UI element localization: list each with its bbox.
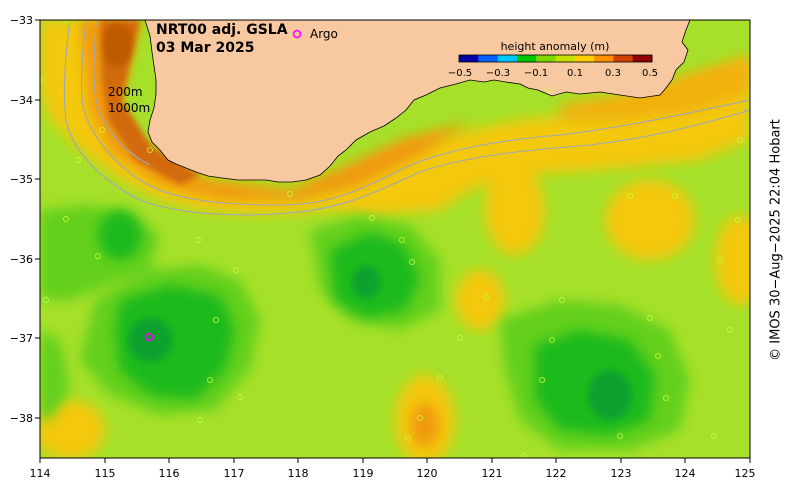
x-tick-label: 124 xyxy=(675,467,696,480)
x-axis-labels: 114 115 116 117 118 119 120 121 122 123 … xyxy=(30,467,756,480)
colorbar-cell xyxy=(555,55,576,62)
x-tick-label: 117 xyxy=(224,467,245,480)
copyright-credit: © IMOS 30−Aug−2025 22:04 Hobart xyxy=(762,20,790,460)
y-tick-label: −35 xyxy=(10,173,33,186)
lowest-anomaly-regions xyxy=(128,266,632,420)
positive-anomaly-regions xyxy=(40,20,750,458)
colorbar-cell xyxy=(536,55,556,62)
x-tick-label: 116 xyxy=(159,467,180,480)
colorbar-tick-label: 0.1 xyxy=(567,68,583,79)
axis-tick-marks xyxy=(35,19,751,463)
colorbar-cell xyxy=(459,55,479,62)
y-tick-label: −37 xyxy=(10,332,33,345)
observation-markers xyxy=(40,20,743,458)
colorbar-tick-label: −0.5 xyxy=(448,68,472,79)
argo-legend-label: Argo xyxy=(310,27,338,41)
colorbar-cell xyxy=(574,55,595,62)
y-tick-label: −38 xyxy=(10,412,33,425)
colorbar-tick-label: −0.1 xyxy=(524,68,548,79)
isobath-200m xyxy=(80,20,750,206)
x-tick-label: 123 xyxy=(611,467,632,480)
map-plot-area xyxy=(40,20,750,458)
x-tick-label: 120 xyxy=(417,467,438,480)
x-tick-label: 118 xyxy=(288,467,309,480)
isobath-1000m xyxy=(63,20,750,216)
y-tick-label: −36 xyxy=(10,253,33,266)
colorbar-cell xyxy=(613,55,634,62)
colorbar-cell xyxy=(516,55,537,62)
colorbar-frame xyxy=(458,54,653,63)
colorbar-cell xyxy=(632,55,653,62)
x-tick-label: 114 xyxy=(30,467,51,480)
highest-anomaly-regions xyxy=(100,20,200,185)
argo-legend-icon xyxy=(292,29,302,39)
colorbar-title: height anomaly (m) xyxy=(501,40,610,53)
copyright-text: © IMOS 30−Aug−2025 22:04 Hobart xyxy=(768,119,784,361)
map-date: 03 Mar 2025 xyxy=(156,40,254,56)
colorbar-cell xyxy=(594,55,614,62)
colorbar-tick-label: 0.3 xyxy=(605,68,621,79)
isobath-1000m-label: 1000m xyxy=(108,101,150,115)
x-tick-label: 125 xyxy=(735,467,756,480)
isobath-200m-label: 200m xyxy=(108,85,143,99)
colorbar-cell xyxy=(497,55,518,62)
x-tick-label: 122 xyxy=(546,467,567,480)
colorbar-gradient xyxy=(459,55,653,62)
x-tick-label: 121 xyxy=(482,467,503,480)
colorbar-tick-labels: −0.5 −0.3 −0.1 0.1 0.3 0.5 xyxy=(448,68,658,79)
argo-float-marker xyxy=(144,332,154,342)
colorbar: height anomaly (m) −0.5 −0.3 −0.1 0.1 0.… xyxy=(448,40,658,79)
y-tick-label: −33 xyxy=(10,14,33,27)
x-tick-label: 119 xyxy=(353,467,374,480)
map-title: NRT00 adj. GSLA xyxy=(156,22,288,38)
y-axis-labels: −33 −34 −35 −36 −37 −38 xyxy=(10,14,33,425)
colorbar-cell xyxy=(478,55,499,62)
x-tick-label: 115 xyxy=(95,467,116,480)
isobath-lines xyxy=(63,20,750,216)
plot-frame xyxy=(39,19,751,459)
colorbar-tick-label: 0.5 xyxy=(642,68,658,79)
colorbar-tick-label: −0.3 xyxy=(486,68,510,79)
y-tick-label: −34 xyxy=(10,94,33,107)
